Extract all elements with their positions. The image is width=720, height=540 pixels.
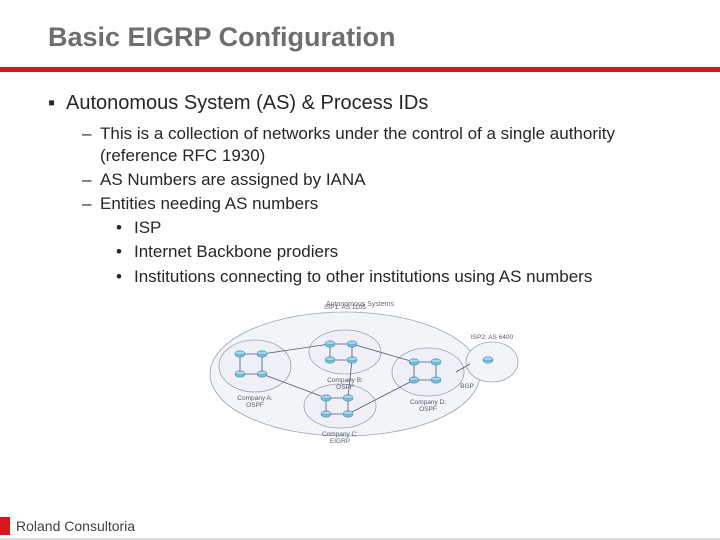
bullet-text: Institutions connecting to other institu… [134, 266, 592, 288]
footer-text: Roland Consultoria [16, 518, 135, 534]
square-bullet-icon: ▪ [48, 90, 66, 117]
footer: Roland Consultoria [0, 516, 135, 536]
bullet-level3: • Institutions connecting to other insti… [116, 266, 672, 288]
svg-text:Company C:: Company C: [322, 431, 358, 438]
svg-text:Company A:: Company A: [237, 395, 273, 402]
bullet-level3: • ISP [116, 217, 672, 239]
content-area: ▪ Autonomous System (AS) & Process IDs –… [0, 72, 720, 449]
dash-bullet-icon: – [82, 169, 100, 191]
svg-text:Company D:: Company D: [410, 399, 446, 406]
svg-text:OSPF: OSPF [246, 402, 264, 409]
bullet-level3: • Internet Backbone prodiers [116, 241, 672, 263]
bullet-text: Entities needing AS numbers [100, 193, 318, 215]
slide: Basic EIGRP Configuration ▪ Autonomous S… [0, 0, 720, 540]
dash-bullet-icon: – [82, 193, 100, 215]
footer-accent-icon [0, 517, 10, 535]
dot-bullet-icon: • [116, 241, 134, 263]
bullet-level2: – This is a collection of networks under… [82, 123, 672, 167]
slide-title: Basic EIGRP Configuration [0, 0, 720, 53]
svg-text:ISP2: AS 6400: ISP2: AS 6400 [471, 334, 514, 341]
svg-text:OSPF: OSPF [336, 384, 354, 391]
bullet-text: Internet Backbone prodiers [134, 241, 338, 263]
network-diagram: Autonomous SystemsBGPISP1: AS 1105ISP2: … [200, 294, 520, 444]
dot-bullet-icon: • [116, 266, 134, 288]
dash-bullet-icon: – [82, 123, 100, 167]
bullet-level2: – AS Numbers are assigned by IANA [82, 169, 672, 191]
svg-text:BGP: BGP [460, 383, 474, 390]
diagram-container: Autonomous SystemsBGPISP1: AS 1105ISP2: … [48, 294, 672, 449]
bullet-text: AS Numbers are assigned by IANA [100, 169, 366, 191]
svg-text:ISP1: AS 1105: ISP1: AS 1105 [324, 304, 366, 311]
bullet-text: Autonomous System (AS) & Process IDs [66, 90, 428, 117]
bullet-level2: – Entities needing AS numbers [82, 193, 672, 215]
bullet-text: This is a collection of networks under t… [100, 123, 672, 167]
svg-text:Company B:: Company B: [327, 377, 363, 384]
bullet-text: ISP [134, 217, 161, 239]
svg-text:OSPF: OSPF [419, 406, 437, 413]
bullet-level1: ▪ Autonomous System (AS) & Process IDs [48, 90, 672, 117]
svg-text:EIGRP: EIGRP [330, 438, 350, 444]
dot-bullet-icon: • [116, 217, 134, 239]
